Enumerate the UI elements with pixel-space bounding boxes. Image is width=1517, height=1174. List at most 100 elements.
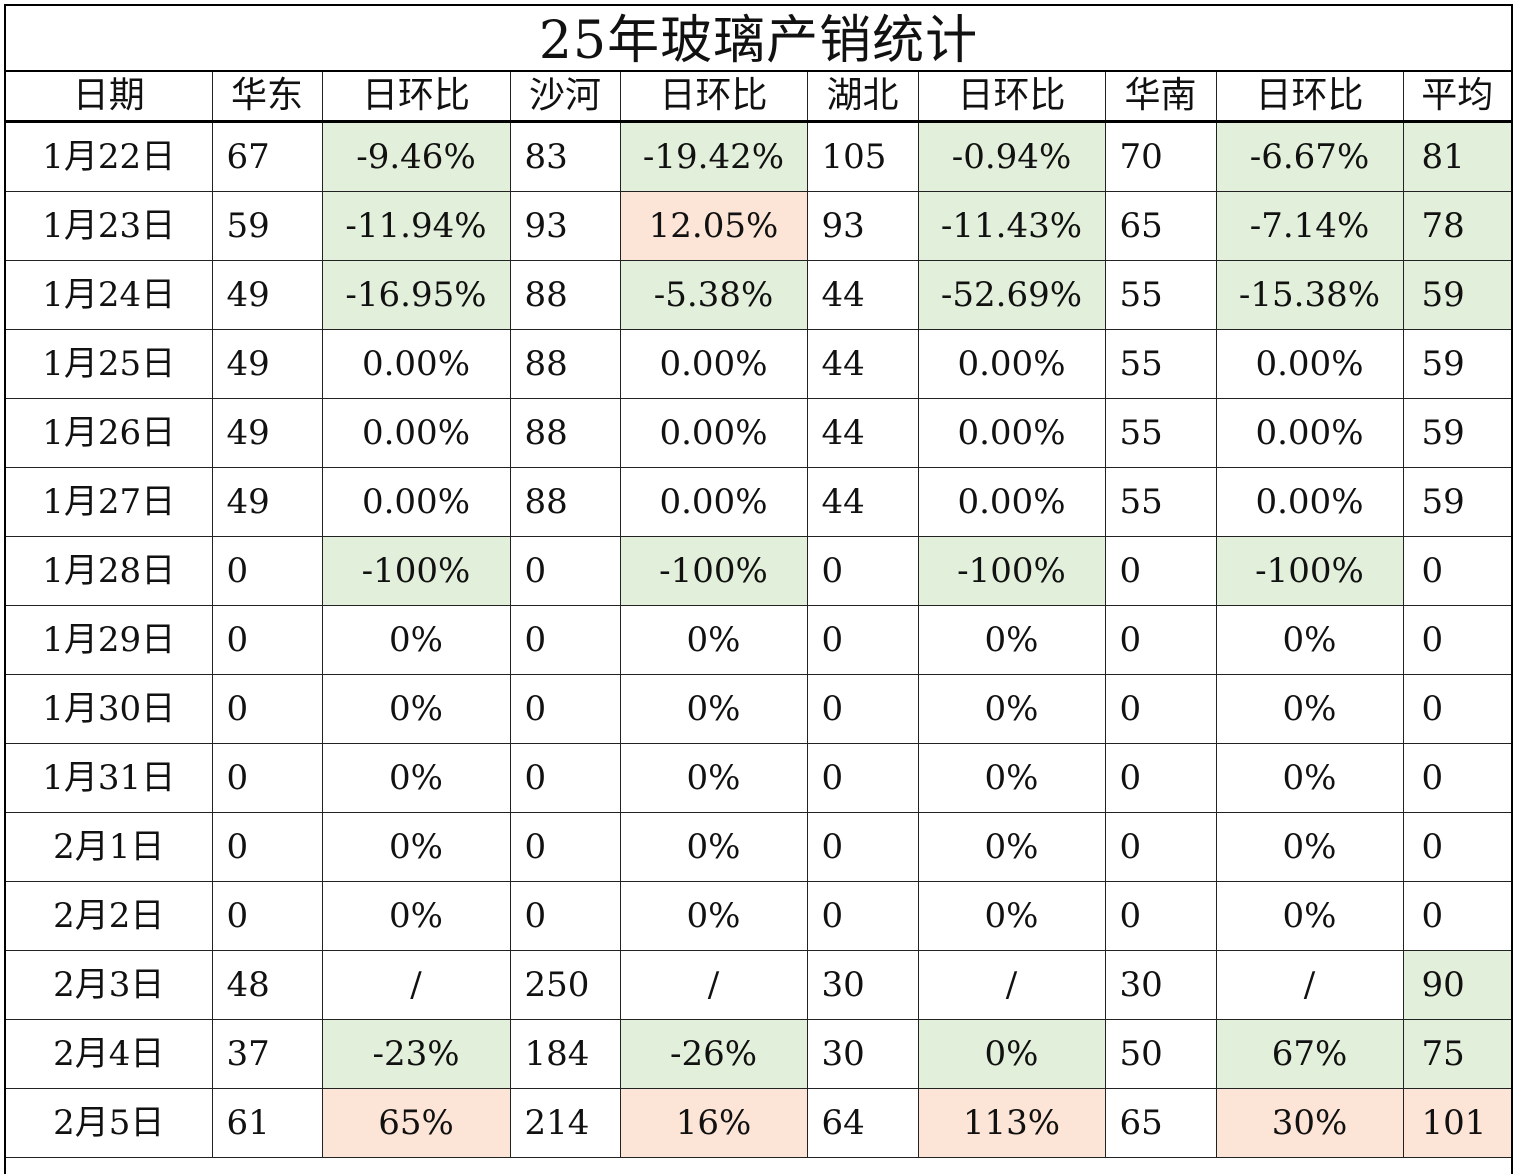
cell-huanan[interactable]: 0 xyxy=(1104,674,1217,744)
cell-shahe[interactable]: 184 xyxy=(509,1019,621,1089)
cell-hubei-change[interactable]: 0% xyxy=(917,881,1106,951)
cell-huanan-change[interactable]: 0% xyxy=(1215,743,1404,813)
cell-huadong[interactable]: 0 xyxy=(211,536,323,606)
cell-hubei-change[interactable]: -100% xyxy=(917,536,1106,606)
cell-huanan[interactable]: 55 xyxy=(1104,467,1217,537)
cell-average[interactable]: 78 xyxy=(1402,191,1511,261)
cell-average[interactable]: 0 xyxy=(1402,812,1511,882)
cell-huanan[interactable]: 70 xyxy=(1104,121,1217,192)
cell-huadong[interactable]: 0 xyxy=(211,605,323,675)
cell-huadong-change[interactable]: / xyxy=(321,950,511,1020)
cell-huanan-change[interactable]: 0.00% xyxy=(1215,467,1404,537)
cell-shahe[interactable]: 0 xyxy=(509,812,621,882)
cell-huadong-change[interactable]: 0% xyxy=(321,674,511,744)
header-shahe[interactable]: 沙河 xyxy=(509,72,621,122)
cell-huanan-change[interactable]: 0% xyxy=(1215,812,1404,882)
cell-date[interactable]: 1月25日 xyxy=(6,329,213,399)
cell-huadong[interactable]: 49 xyxy=(211,329,323,399)
cell-hubei[interactable]: 0 xyxy=(806,812,919,882)
cell-hubei-change[interactable]: 0% xyxy=(917,605,1106,675)
cell-huadong[interactable]: 48 xyxy=(211,950,323,1020)
cell-hubei[interactable]: 64 xyxy=(806,1088,919,1158)
cell-hubei[interactable]: 44 xyxy=(806,467,919,537)
cell-shahe[interactable]: 93 xyxy=(509,191,621,261)
header-date[interactable]: 日期 xyxy=(6,72,213,122)
cell-shahe-change[interactable]: -100% xyxy=(619,536,808,606)
cell-average[interactable]: 81 xyxy=(1402,121,1511,192)
cell-hubei-change[interactable]: 0.00% xyxy=(917,398,1106,468)
cell-shahe[interactable]: 88 xyxy=(509,398,621,468)
cell-huadong[interactable]: 49 xyxy=(211,260,323,330)
cell-huadong-change[interactable]: -23% xyxy=(321,1019,511,1089)
cell-huanan[interactable]: 0 xyxy=(1104,536,1217,606)
cell-huanan[interactable]: 0 xyxy=(1104,812,1217,882)
cell-huadong-change[interactable]: 0.00% xyxy=(321,467,511,537)
cell-huadong-change[interactable]: 0% xyxy=(321,812,511,882)
cell-average[interactable]: 0 xyxy=(1402,881,1511,951)
cell-hubei-change[interactable]: 0% xyxy=(917,674,1106,744)
cell-date[interactable]: 1月30日 xyxy=(6,674,213,744)
cell-shahe[interactable]: 0 xyxy=(509,674,621,744)
cell-shahe[interactable]: 250 xyxy=(509,950,621,1020)
cell-huadong-change[interactable]: 0% xyxy=(321,743,511,813)
cell-average[interactable]: 90 xyxy=(1402,950,1511,1020)
cell-shahe[interactable]: 0 xyxy=(509,605,621,675)
cell-shahe-change[interactable]: -19.42% xyxy=(619,121,808,192)
cell-huadong-change[interactable]: 0% xyxy=(321,605,511,675)
cell-huanan[interactable]: 50 xyxy=(1104,1019,1217,1089)
cell-hubei-change[interactable]: 0.00% xyxy=(917,329,1106,399)
cell-date[interactable]: 1月27日 xyxy=(6,467,213,537)
cell-average[interactable]: 0 xyxy=(1402,743,1511,813)
cell-huanan[interactable]: 0 xyxy=(1104,605,1217,675)
cell-hubei-change[interactable]: / xyxy=(917,950,1106,1020)
cell-date[interactable]: 1月22日 xyxy=(6,121,213,192)
cell-huanan-change[interactable]: 0% xyxy=(1215,674,1404,744)
cell-hubei[interactable]: 0 xyxy=(806,536,919,606)
cell-huanan[interactable]: 0 xyxy=(1104,743,1217,813)
cell-huadong[interactable]: 49 xyxy=(211,467,323,537)
cell-huanan[interactable]: 30 xyxy=(1104,950,1217,1020)
cell-huadong-change[interactable]: -9.46% xyxy=(321,121,511,192)
cell-hubei[interactable]: 30 xyxy=(806,1019,919,1089)
cell-date[interactable]: 1月26日 xyxy=(6,398,213,468)
cell-huanan-change[interactable]: -7.14% xyxy=(1215,191,1404,261)
cell-huadong-change[interactable]: 65% xyxy=(321,1088,511,1158)
cell-average[interactable]: 0 xyxy=(1402,674,1511,744)
cell-huanan-change[interactable]: 0% xyxy=(1215,605,1404,675)
cell-huadong[interactable]: 49 xyxy=(211,398,323,468)
cell-huadong[interactable]: 0 xyxy=(211,743,323,813)
cell-shahe-change[interactable]: / xyxy=(619,950,808,1020)
cell-hubei[interactable]: 0 xyxy=(806,743,919,813)
cell-huadong[interactable]: 0 xyxy=(211,674,323,744)
header-huanan[interactable]: 华南 xyxy=(1104,72,1217,122)
cell-shahe[interactable]: 88 xyxy=(509,467,621,537)
cell-hubei-change[interactable]: -52.69% xyxy=(917,260,1106,330)
cell-average[interactable]: 75 xyxy=(1402,1019,1511,1089)
cell-shahe-change[interactable]: 16% xyxy=(619,1088,808,1158)
cell-shahe[interactable]: 83 xyxy=(509,121,621,192)
cell-huanan[interactable]: 55 xyxy=(1104,329,1217,399)
cell-huanan[interactable]: 0 xyxy=(1104,881,1217,951)
cell-huadong-change[interactable]: -11.94% xyxy=(321,191,511,261)
cell-hubei-change[interactable]: -11.43% xyxy=(917,191,1106,261)
cell-hubei[interactable]: 93 xyxy=(806,191,919,261)
cell-huanan[interactable]: 65 xyxy=(1104,1088,1217,1158)
cell-shahe[interactable]: 214 xyxy=(509,1088,621,1158)
header-average[interactable]: 平均 xyxy=(1402,72,1511,122)
cell-shahe-change[interactable]: 0% xyxy=(619,605,808,675)
cell-shahe-change[interactable]: -5.38% xyxy=(619,260,808,330)
cell-huanan[interactable]: 55 xyxy=(1104,398,1217,468)
cell-hubei[interactable]: 0 xyxy=(806,881,919,951)
cell-shahe[interactable]: 0 xyxy=(509,743,621,813)
cell-shahe-change[interactable]: 0.00% xyxy=(619,329,808,399)
cell-average[interactable]: 59 xyxy=(1402,398,1511,468)
cell-huanan-change[interactable]: -6.67% xyxy=(1215,121,1404,192)
cell-date[interactable]: 1月24日 xyxy=(6,260,213,330)
cell-date[interactable]: 1月29日 xyxy=(6,605,213,675)
cell-date[interactable]: 1月28日 xyxy=(6,536,213,606)
cell-date[interactable]: 2月3日 xyxy=(6,950,213,1020)
cell-date[interactable]: 1月23日 xyxy=(6,191,213,261)
cell-huadong-change[interactable]: -16.95% xyxy=(321,260,511,330)
cell-average[interactable]: 59 xyxy=(1402,329,1511,399)
cell-hubei[interactable]: 0 xyxy=(806,674,919,744)
